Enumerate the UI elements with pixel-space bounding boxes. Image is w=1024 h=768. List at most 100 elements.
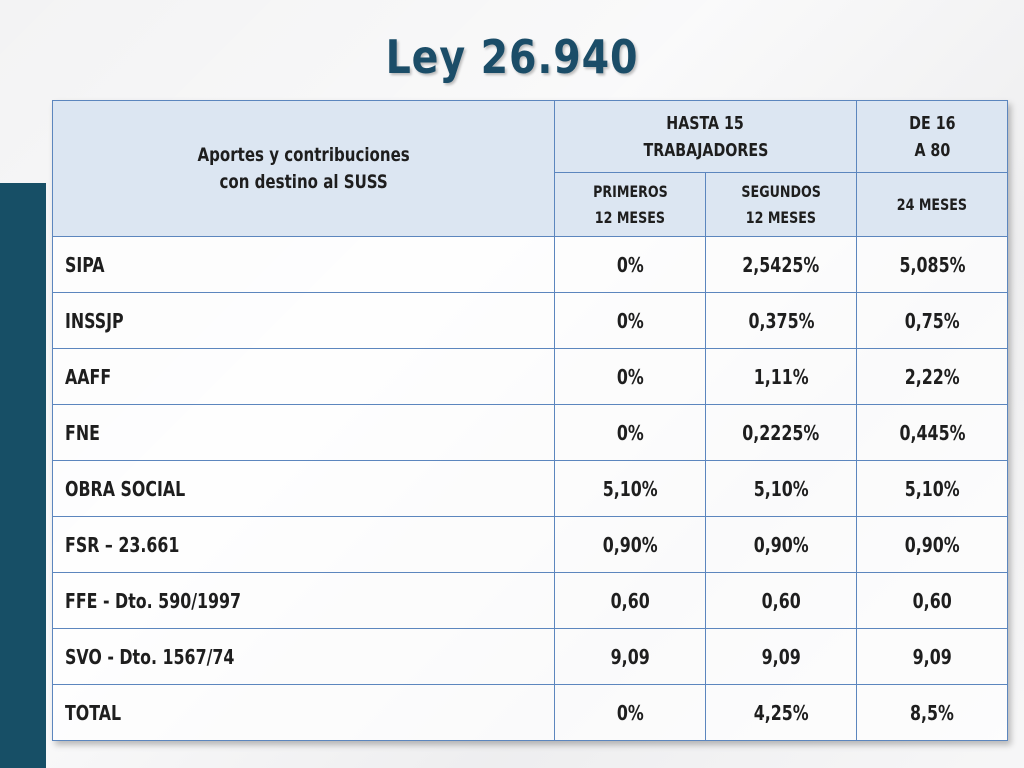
header-primeros-12-meses: PRIMEROS 12 MESES [554,172,706,237]
cell-value: 0% [616,700,644,725]
row-label-text: AAFF [65,364,112,389]
cell-value: 9,09 [610,644,650,669]
cell-24-meses: 5,10% [856,460,1009,517]
cell-primeros: 5,10% [554,460,706,517]
table-row: FFE - Dto. 590/1997 0,60 0,60 0,60 [52,572,1009,629]
cell-value: 0% [616,364,644,389]
cell-primeros: 0% [554,292,706,349]
header-de-16-a-80: DE 16 A 80 [856,100,1009,173]
cell-value: 5,10% [753,476,809,501]
header-segundos-12-meses: SEGUNDOS 12 MESES [704,172,858,237]
cell-primeros: 0% [554,348,706,405]
row-label: FNE [52,404,555,461]
cell-value: 9,09 [761,644,801,669]
cell-value: 8,5% [910,700,954,725]
row-label-text: OBRA SOCIAL [65,476,186,501]
row-label-text: FSR – 23.661 [65,532,180,557]
row-label: INSSJP [52,292,555,349]
table-body: SIPA 0% 2,5425% 5,085% INSSJP 0% 0,375% … [52,236,1009,741]
header-hasta-15-line2: TRABAJADORES [643,139,768,161]
header-hasta-15-line1: HASTA 15 [666,112,745,134]
header-concept: Aportes y contribuciones con destino al … [52,100,555,237]
header-segundos-line1: SEGUNDOS [741,181,821,201]
cell-segundos: 0,60 [704,572,858,629]
table-row: AAFF 0% 1,11% 2,22% [52,348,1009,405]
cell-segundos: 5,10% [704,460,858,517]
row-label: OBRA SOCIAL [52,460,555,517]
cell-24-meses: 5,085% [856,236,1009,293]
side-accent-bar [0,183,46,768]
slide-title: Ley 26.940 [385,30,639,84]
row-label-text: FNE [65,420,100,445]
cell-24-meses: 9,09 [856,628,1009,685]
row-label: TOTAL [52,684,555,741]
cell-value: 0% [616,252,644,277]
header-concept-line2: con destino al SUSS [219,170,388,193]
cell-value: 2,22% [904,364,960,389]
row-label-text: INSSJP [65,308,124,333]
row-label: FSR – 23.661 [52,516,555,573]
header-segundos-line2: 12 MESES [745,207,817,227]
cell-value: 0,60 [912,588,952,613]
cell-value: 0,445% [899,420,965,445]
cell-24-meses: 8,5% [856,684,1009,741]
cell-value: 5,085% [899,252,965,277]
cell-value: 5,10% [904,476,960,501]
table-row: FSR – 23.661 0,90% 0,90% 0,90% [52,516,1009,573]
header-24-meses-label: 24 MESES [896,194,968,214]
row-label: SIPA [52,236,555,293]
row-label-text: SVO - Dto. 1567/74 [65,644,235,669]
cell-24-meses: 0,90% [856,516,1009,573]
cell-segundos: 2,5425% [704,236,858,293]
cell-segundos: 1,11% [704,348,858,405]
cell-value: 0,90% [602,532,658,557]
cell-segundos: 0,2225% [704,404,858,461]
cell-value: 5,10% [602,476,658,501]
contributions-table: Aportes y contribuciones con destino al … [52,100,1009,741]
cell-value: 9,09 [912,644,952,669]
cell-24-meses: 0,60 [856,572,1009,629]
cell-value: 2,5425% [742,252,820,277]
cell-value: 0% [616,308,644,333]
table-header: Aportes y contribuciones con destino al … [52,100,1009,237]
cell-value: 0,90% [753,532,809,557]
cell-primeros: 0% [554,684,706,741]
cell-value: 0,75% [904,308,960,333]
cell-value: 4,25% [753,700,809,725]
cell-primeros: 0% [554,404,706,461]
cell-primeros: 0% [554,236,706,293]
cell-24-meses: 0,445% [856,404,1009,461]
cell-value: 0,60 [610,588,650,613]
cell-value: 1,11% [753,364,809,389]
header-primeros-line2: 12 MESES [594,207,666,227]
table-row: OBRA SOCIAL 5,10% 5,10% 5,10% [52,460,1009,517]
cell-segundos: 4,25% [704,684,858,741]
table-row: FNE 0% 0,2225% 0,445% [52,404,1009,461]
table-row: INSSJP 0% 0,375% 0,75% [52,292,1009,349]
cell-primeros: 0,90% [554,516,706,573]
cell-24-meses: 2,22% [856,348,1009,405]
table-row-total: TOTAL 0% 4,25% 8,5% [52,684,1009,741]
cell-value: 0,2225% [742,420,820,445]
row-label-text: SIPA [65,252,105,277]
table-row: SVO - Dto. 1567/74 9,09 9,09 9,09 [52,628,1009,685]
header-concept-line1: Aportes y contribuciones [197,143,410,166]
cell-segundos: 0,90% [704,516,858,573]
row-label-text: FFE - Dto. 590/1997 [65,588,242,613]
header-de-16-line1: DE 16 [908,112,956,134]
cell-segundos: 9,09 [704,628,858,685]
row-label: AAFF [52,348,555,405]
row-label-text: TOTAL [65,700,122,725]
table-row: SIPA 0% 2,5425% 5,085% [52,236,1009,293]
cell-value: 0% [616,420,644,445]
cell-value: 0,375% [748,308,814,333]
header-24-meses: 24 MESES [856,172,1009,237]
cell-segundos: 0,375% [704,292,858,349]
header-de-16-line2: A 80 [914,139,950,161]
cell-24-meses: 0,75% [856,292,1009,349]
cell-value: 0,60 [761,588,801,613]
header-primeros-line1: PRIMEROS [592,181,668,201]
row-label: SVO - Dto. 1567/74 [52,628,555,685]
header-hasta-15: HASTA 15 TRABAJADORES [553,100,858,173]
cell-primeros: 9,09 [554,628,706,685]
